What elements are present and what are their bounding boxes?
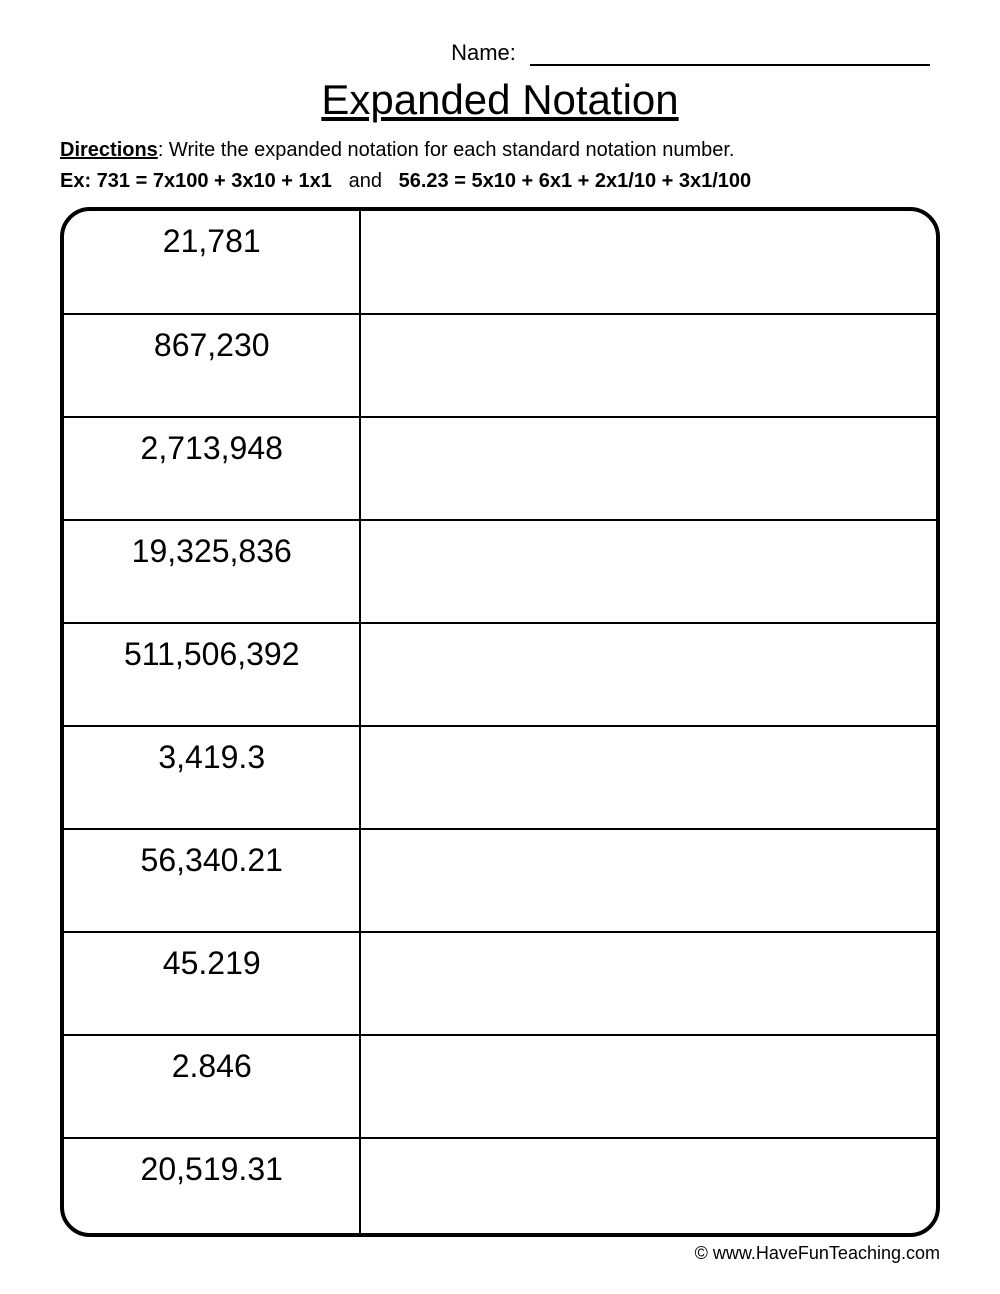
table-row: 19,325,836 [64,520,936,623]
answer-cell[interactable] [360,726,936,829]
page-title: Expanded Notation [60,76,940,124]
number-cell: 20,519.31 [64,1138,360,1237]
table-row: 867,230 [64,314,936,417]
table-row: 20,519.31 [64,1138,936,1237]
answer-cell[interactable] [360,932,936,1035]
table-row: 56,340.21 [64,829,936,932]
worksheet-table-frame: 21,781867,2302,713,94819,325,836511,506,… [60,207,940,1237]
number-cell: 2,713,948 [64,417,360,520]
answer-cell[interactable] [360,211,936,314]
table-row: 21,781 [64,211,936,314]
example-prefix: Ex: 731 = 7x100 + 3x10 + 1x1 [60,170,332,192]
number-cell: 19,325,836 [64,520,360,623]
number-cell: 21,781 [64,211,360,314]
name-blank-line[interactable] [530,64,930,66]
number-cell: 2.846 [64,1035,360,1138]
table-row: 3,419.3 [64,726,936,829]
number-cell: 867,230 [64,314,360,417]
directions-line: Directions: Write the expanded notation … [60,136,940,164]
example-suffix: 56.23 = 5x10 + 6x1 + 2x1/10 + 3x1/100 [399,170,752,192]
answer-cell[interactable] [360,314,936,417]
name-field-row: Name: [60,40,940,66]
number-cell: 45.219 [64,932,360,1035]
answer-cell[interactable] [360,1035,936,1138]
answer-cell[interactable] [360,623,936,726]
directions-text: : Write the expanded notation for each s… [158,139,735,161]
answer-cell[interactable] [360,1138,936,1237]
worksheet-table: 21,781867,2302,713,94819,325,836511,506,… [64,211,936,1237]
footer-copyright: © www.HaveFunTeaching.com [695,1243,940,1264]
number-cell: 56,340.21 [64,829,360,932]
table-row: 511,506,392 [64,623,936,726]
table-row: 45.219 [64,932,936,1035]
number-cell: 3,419.3 [64,726,360,829]
answer-cell[interactable] [360,829,936,932]
example-line: Ex: 731 = 7x100 + 3x10 + 1x1 and 56.23 =… [60,170,940,193]
name-label: Name: [451,40,516,65]
answer-cell[interactable] [360,417,936,520]
number-cell: 511,506,392 [64,623,360,726]
answer-cell[interactable] [360,520,936,623]
table-row: 2.846 [64,1035,936,1138]
directions-label: Directions [60,139,158,161]
table-row: 2,713,948 [64,417,936,520]
example-and: and [349,170,382,192]
